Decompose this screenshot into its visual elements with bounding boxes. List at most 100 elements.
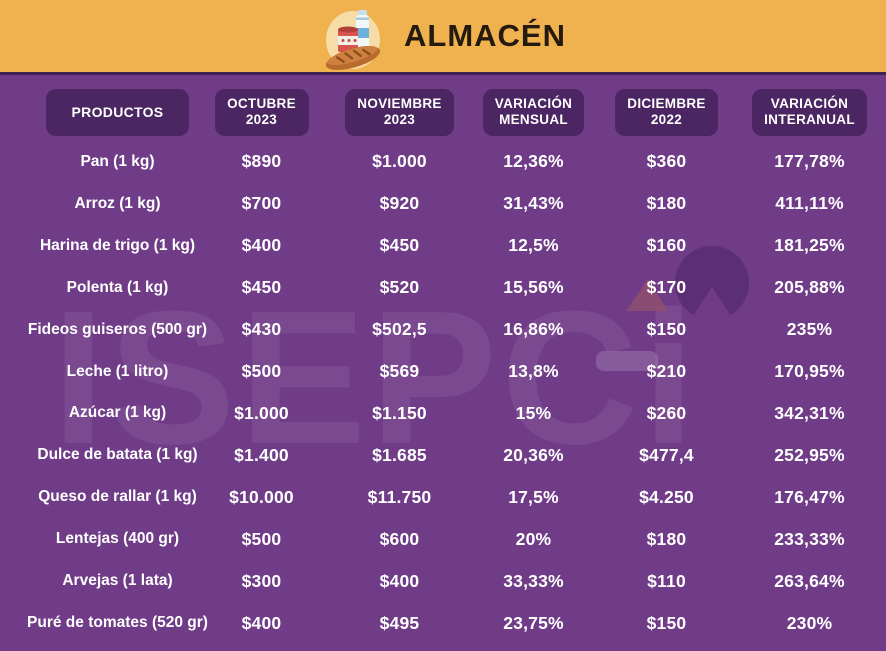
groceries-icon (325, 10, 381, 70)
diciembre-price-cell: $160 (646, 235, 687, 256)
octubre-price-cell: $300 (241, 570, 282, 591)
variacion-interanual-cell: 235% (786, 319, 833, 340)
table-row: Lentejas (400 gr) $500 $600 20% $180 233… (0, 518, 886, 560)
variacion-mensual-cell: 12,5% (508, 235, 559, 256)
diciembre-price-cell: $210 (646, 361, 687, 382)
table-row: Azúcar (1 kg) $1.000 $1.150 15% $260 342… (0, 393, 886, 435)
octubre-price-cell: $1.400 (234, 444, 289, 465)
diciembre-price-cell: $150 (646, 319, 687, 340)
page-title: ALMACÉN (404, 18, 566, 53)
column-header-pill: PRODUCTOS (45, 88, 190, 136)
product-name-cell: Puré de tomates (520 gr) (27, 614, 208, 632)
variacion-interanual-cell: 233,33% (774, 528, 845, 549)
variacion-interanual-cell: 263,64% (774, 570, 845, 591)
column-header-pill: NOVIEMBRE 2023 (345, 88, 454, 136)
octubre-price-cell: $700 (241, 193, 282, 214)
price-table: ISEPCi PRODUCTOS OCTUBRE 2023 NOVIEMBRE … (0, 75, 886, 648)
product-name-cell: Leche (1 litro) (66, 362, 169, 380)
noviembre-price-cell: $11.750 (367, 486, 432, 507)
variacion-interanual-cell: 170,95% (774, 361, 845, 382)
product-name-cell: Queso de rallar (1 kg) (38, 488, 197, 506)
table-row: Harina de trigo (1 kg) $400 $450 12,5% $… (0, 225, 886, 267)
product-name-cell: Polenta (1 kg) (66, 278, 169, 296)
product-name-cell: Arvejas (1 lata) (62, 572, 173, 590)
diciembre-price-cell: $260 (646, 402, 687, 423)
variacion-interanual-cell: 176,47% (774, 486, 845, 507)
column-header-label: VARIACIÓN INTERANUAL (764, 96, 855, 127)
noviembre-price-cell: $920 (379, 193, 420, 214)
diciembre-price-cell: $180 (646, 528, 687, 549)
table-body: Pan (1 kg) $890 $1.000 12,36% $360 177,7… (0, 141, 886, 648)
diciembre-price-cell: $180 (646, 193, 687, 214)
octubre-price-cell: $500 (241, 528, 282, 549)
diciembre-price-cell: $170 (646, 277, 687, 298)
variacion-interanual-cell: 177,78% (774, 151, 845, 172)
table-row: Arroz (1 kg) $700 $920 31,43% $180 411,1… (0, 183, 886, 225)
table-row: Fideos guiseros (500 gr) $430 $502,5 16,… (0, 309, 886, 351)
variacion-mensual-cell: 16,86% (503, 319, 564, 340)
table-row: Pan (1 kg) $890 $1.000 12,36% $360 177,7… (0, 141, 886, 183)
table-row: Polenta (1 kg) $450 $520 15,56% $170 205… (0, 267, 886, 309)
milk-bottle-icon (356, 10, 369, 51)
column-header-pill: OCTUBRE 2023 (214, 88, 309, 136)
bread-icon (325, 46, 381, 70)
product-name-cell: Dulce de batata (1 kg) (37, 446, 198, 464)
noviembre-price-cell: $520 (379, 277, 420, 298)
noviembre-price-cell: $569 (379, 361, 420, 382)
noviembre-price-cell: $1.000 (372, 151, 427, 172)
variacion-mensual-cell: 33,33% (503, 570, 564, 591)
column-header-pill: VARIACIÓN INTERANUAL (752, 88, 867, 136)
octubre-price-cell: $450 (241, 277, 282, 298)
noviembre-price-cell: $1.150 (372, 402, 427, 423)
column-header-label: VARIACIÓN MENSUAL (494, 96, 573, 127)
diciembre-price-cell: $477,4 (639, 444, 694, 465)
variacion-interanual-cell: 411,11% (775, 193, 844, 214)
octubre-price-cell: $1.000 (234, 402, 289, 423)
product-name-cell: Pan (1 kg) (80, 152, 155, 170)
diciembre-price-cell: $150 (646, 612, 687, 633)
variacion-mensual-cell: 12,36% (503, 151, 564, 172)
noviembre-price-cell: $600 (379, 528, 420, 549)
variacion-interanual-cell: 342,31% (774, 402, 845, 423)
table-row: Dulce de batata (1 kg) $1.400 $1.685 20,… (0, 434, 886, 476)
octubre-price-cell: $10.000 (229, 486, 294, 507)
noviembre-price-cell: $495 (379, 612, 420, 633)
variacion-mensual-cell: 15,56% (503, 277, 564, 298)
brand: ALMACÉN (320, 0, 566, 72)
octubre-price-cell: $400 (241, 612, 282, 633)
diciembre-price-cell: $110 (647, 570, 686, 591)
column-header-label: OCTUBRE 2023 (227, 96, 296, 127)
octubre-price-cell: $890 (241, 151, 282, 172)
variacion-interanual-cell: 205,88% (774, 277, 845, 298)
noviembre-price-cell: $450 (379, 235, 420, 256)
variacion-mensual-cell: 17,5% (508, 486, 559, 507)
diciembre-price-cell: $360 (646, 151, 687, 172)
variacion-interanual-cell: 252,95% (774, 444, 845, 465)
variacion-mensual-cell: 13,8% (508, 361, 559, 382)
table-row: Puré de tomates (520 gr) $400 $495 23,75… (0, 602, 886, 644)
octubre-price-cell: $430 (241, 319, 282, 340)
diciembre-price-cell: $4.250 (639, 486, 694, 507)
octubre-price-cell: $400 (241, 235, 282, 256)
column-header-pill: VARIACIÓN MENSUAL (482, 88, 585, 136)
product-name-cell: Harina de trigo (1 kg) (39, 236, 196, 254)
octubre-price-cell: $500 (241, 361, 282, 382)
product-name-cell: Arroz (1 kg) (74, 194, 161, 212)
variacion-interanual-cell: 230% (786, 612, 833, 633)
product-name-cell: Fideos guiseros (500 gr) (27, 320, 208, 338)
table-row: Leche (1 litro) $500 $569 13,8% $210 170… (0, 351, 886, 393)
column-header-label: NOVIEMBRE 2023 (357, 96, 442, 127)
column-header-pill: DICIEMBRE 2022 (615, 88, 718, 136)
variacion-mensual-cell: 23,75% (503, 612, 564, 633)
variacion-mensual-cell: 15% (515, 402, 552, 423)
noviembre-price-cell: $1.685 (372, 444, 427, 465)
product-name-cell: Azúcar (1 kg) (68, 404, 167, 422)
noviembre-price-cell: $400 (379, 570, 420, 591)
column-header-label: PRODUCTOS (71, 103, 164, 120)
column-header-label: DICIEMBRE 2022 (627, 96, 706, 127)
variacion-mensual-cell: 20% (515, 528, 552, 549)
table-row: Queso de rallar (1 kg) $10.000 $11.750 1… (0, 476, 886, 518)
product-name-cell: Lentejas (400 gr) (55, 530, 180, 548)
variacion-mensual-cell: 20,36% (503, 444, 564, 465)
